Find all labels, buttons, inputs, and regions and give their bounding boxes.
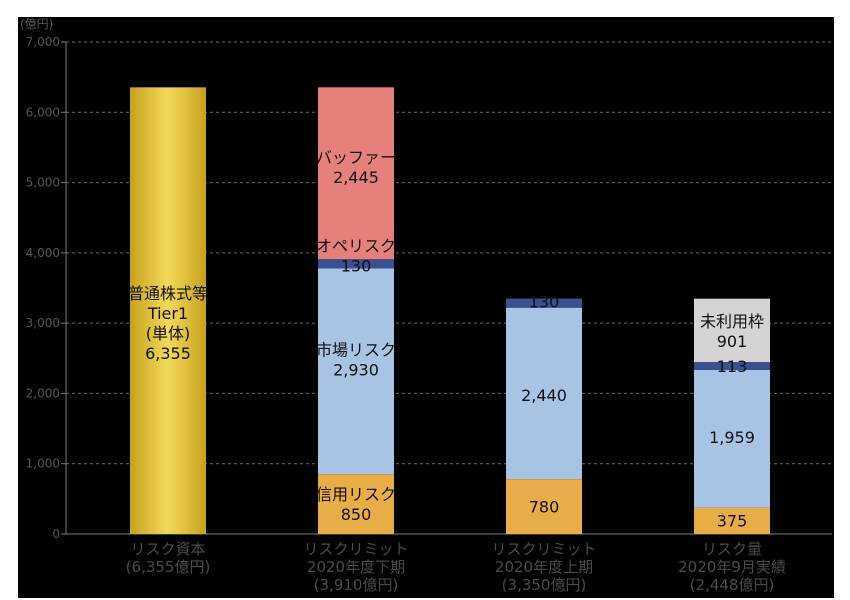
y-tick-label: 4,000 [26,246,60,260]
bar-data-label: (単体) [146,324,191,343]
bar-data-label: 780 [529,498,560,517]
bar-segment [318,268,394,475]
x-tick-label: (6,355億円) [126,558,211,576]
bar-data-label: 1,959 [709,428,755,447]
x-tick-label: リスクリミット [303,540,408,558]
x-tick-label: 2020年度上期 [495,558,593,576]
x-axis-labels: リスク資本(6,355億円)リスクリミット2020年度下期(3,910億円)リス… [126,540,786,594]
x-tick-label: (3,910億円) [314,576,399,594]
bar-data-label: 375 [717,512,748,531]
bar-data-label: 6,355 [145,344,191,363]
bar-data-label: オペリスク [316,237,396,256]
x-tick-label: 2020年9月実績 [678,558,786,576]
bar-data-label: 130 [341,257,372,276]
y-axis-ticks: 0 1,000 2,000 3,000 4,000 5,000 6,000 7,000 [26,35,66,541]
bar-data-label: 130 [529,292,560,311]
bar-segment [694,507,770,534]
bar-data-label: 未利用枠 [700,312,764,331]
x-tick-label: リスク量 [702,540,762,558]
bar-segment [694,298,770,363]
bar-data-label: 850 [341,505,372,524]
bar-segment [506,307,582,480]
bar-data-label: 普通株式等 [128,284,208,303]
bar-data-label: 2,440 [521,386,567,405]
x-tick-label: (2,448億円) [690,576,775,594]
bar-data-label: バッファー [316,148,396,167]
bar-data-label: 901 [717,332,748,351]
y-axis-unit-label: (億円) [20,17,53,31]
x-tick-label: (3,350億円) [502,576,587,594]
y-tick-label: 1,000 [26,457,60,471]
bar-data-label: Tier1 [147,304,188,323]
bar-data-label: 113 [717,357,748,376]
x-tick-label: リスクリミット [491,540,596,558]
bar-segment [694,362,770,370]
bar-data-label: 信用リスク [316,485,396,504]
x-tick-label: リスク資本 [130,540,205,558]
bar-segment [506,479,582,534]
bar-segment [318,87,394,260]
y-tick-label: 3,000 [26,316,60,330]
x-tick-label: 2020年度下期 [307,558,405,576]
y-tick-label: 0 [52,527,60,541]
bar-segment [694,369,770,508]
bar-data-label: 2,445 [333,168,379,187]
bar-segment [318,259,394,269]
bar-segment [318,474,394,534]
y-tick-label: 7,000 [26,35,60,49]
bar-data-label: 2,930 [333,361,379,380]
y-tick-label: 5,000 [26,176,60,190]
bar-segment [506,298,582,308]
y-tick-label: 2,000 [26,386,60,400]
bar-segment [130,87,206,534]
bar-data-label: 市場リスク [316,341,396,360]
y-tick-label: 6,000 [26,105,60,119]
